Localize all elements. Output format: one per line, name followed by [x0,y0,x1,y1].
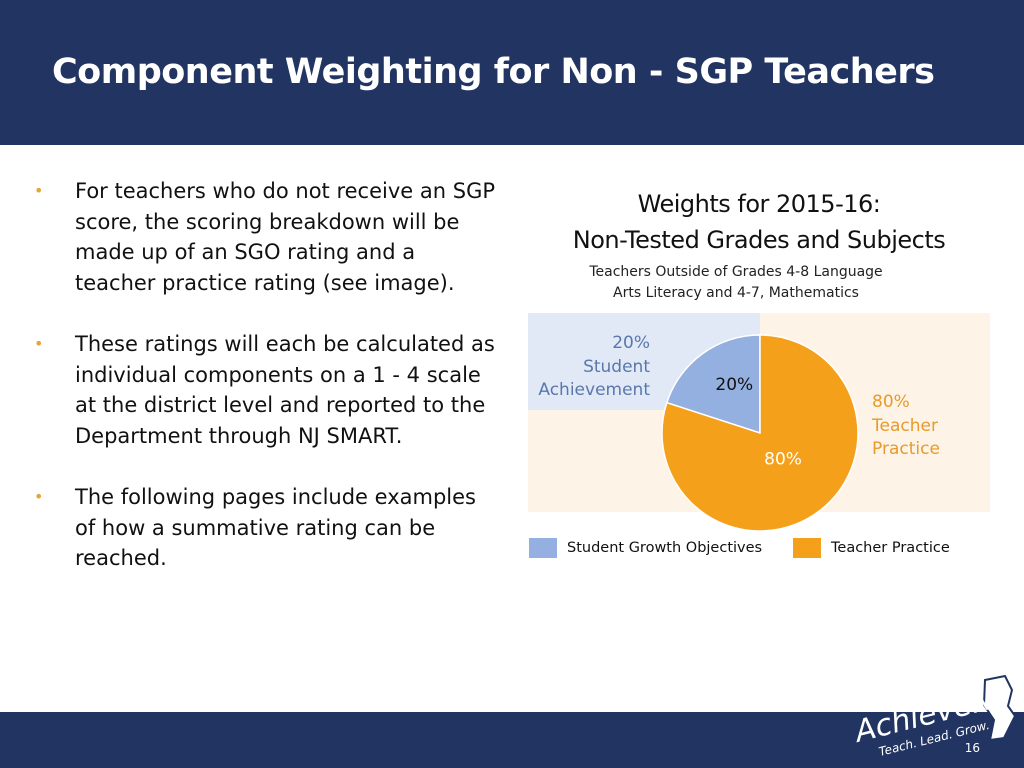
annotation-text: Student Achievement [538,356,650,401]
legend-label: Student Growth Objectives [567,540,763,556]
annotation: 20% Student Achievement [528,332,650,403]
bullet-list: For teachers who do not receive an SGP s… [30,176,500,605]
bullet: The following pages include examples of … [30,482,500,574]
legend-swatch [793,538,821,558]
chart-note: Teachers Outside of Grades 4-8 Language … [589,264,883,301]
chart-subtitle: Non-Tested Grades and Subjects [572,226,946,254]
annotation: 80% Teacher Practice [872,391,962,462]
annotation-value: 20% [612,333,650,353]
legend-item: Student Growth Objectives [529,538,762,558]
data-label: 80% [764,450,802,470]
bullet: For teachers who do not receive an SGP s… [30,176,500,298]
footer-bar [0,712,1024,768]
annotation-text: Teacher Practice [872,415,940,460]
legend-label: Teacher Practice [831,540,950,556]
legend-item: Teacher Practice [793,538,950,558]
data-label: 20% [715,375,753,395]
pie-slice [665,334,761,435]
slide-title: Component Weighting for Non - SGP Teache… [52,52,935,92]
header-bar [0,0,1024,145]
chart-title: Weights for 2015-16: [637,190,881,218]
legend-swatch [529,538,557,558]
annotation-value: 80% [872,392,910,412]
pie-slice [661,334,859,532]
bullet: These ratings will each be calculated as… [30,329,500,451]
